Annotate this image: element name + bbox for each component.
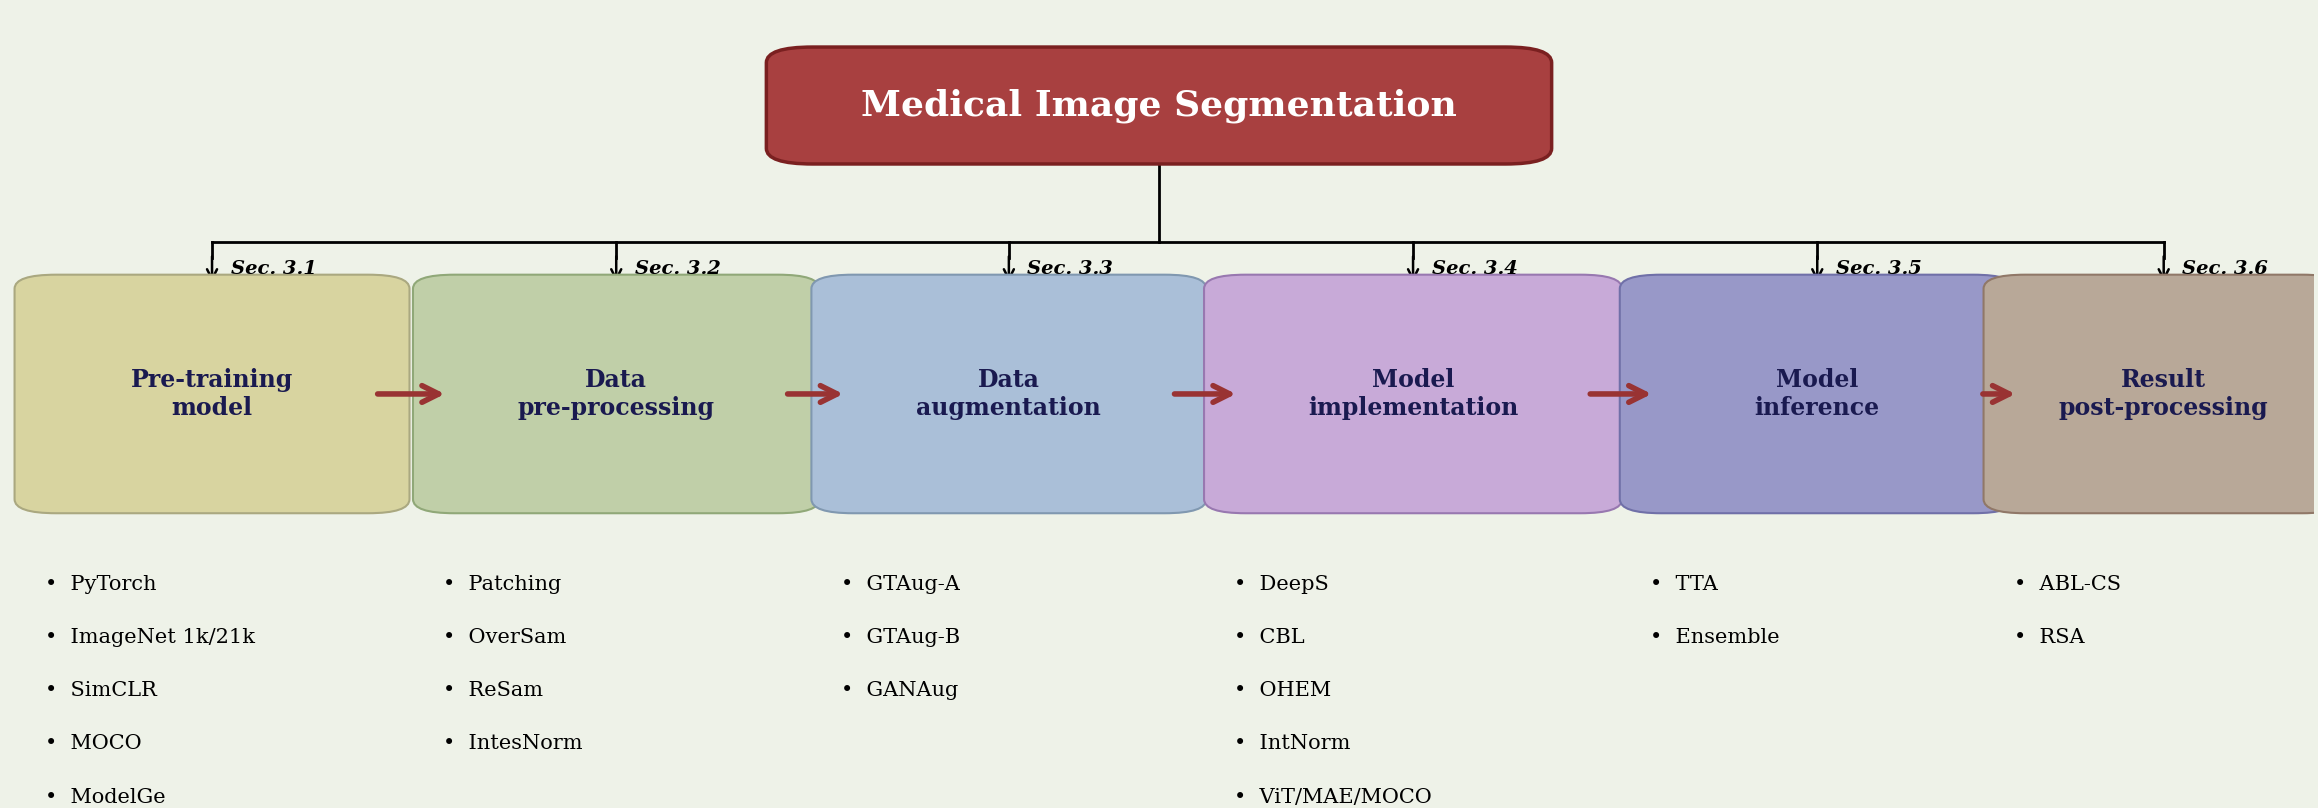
- FancyBboxPatch shape: [1984, 275, 2318, 513]
- Text: •  OHEM: • OHEM: [1233, 681, 1331, 701]
- Text: Pre-training
model: Pre-training model: [130, 368, 292, 420]
- FancyBboxPatch shape: [767, 47, 1551, 164]
- Text: •  DeepS: • DeepS: [1233, 575, 1328, 595]
- Text: •  ViT/MAE/MOCO: • ViT/MAE/MOCO: [1233, 788, 1433, 806]
- Text: •  GTAug-B: • GTAug-B: [841, 629, 960, 647]
- Text: Model
implementation: Model implementation: [1307, 368, 1518, 420]
- Text: •  SimCLR: • SimCLR: [44, 681, 155, 701]
- Text: •  ABL-CS: • ABL-CS: [2014, 575, 2121, 595]
- Text: •  IntesNorm: • IntesNorm: [443, 734, 582, 754]
- FancyBboxPatch shape: [413, 275, 821, 513]
- Text: •  IntNorm: • IntNorm: [1233, 734, 1351, 754]
- Text: •  TTA: • TTA: [1650, 575, 1718, 595]
- Text: •  Ensemble: • Ensemble: [1650, 629, 1780, 647]
- FancyBboxPatch shape: [1203, 275, 1623, 513]
- FancyBboxPatch shape: [811, 275, 1205, 513]
- Text: Sec. 3.4: Sec. 3.4: [1433, 260, 1518, 278]
- Text: •  ReSam: • ReSam: [443, 681, 542, 701]
- Text: •  OverSam: • OverSam: [443, 629, 566, 647]
- Text: •  CBL: • CBL: [1233, 629, 1305, 647]
- Text: •  MOCO: • MOCO: [44, 734, 141, 754]
- Text: Data
augmentation: Data augmentation: [916, 368, 1101, 420]
- Text: Sec. 3.2: Sec. 3.2: [635, 260, 721, 278]
- Text: Model
inference: Model inference: [1755, 368, 1880, 420]
- Text: Data
pre-processing: Data pre-processing: [517, 368, 714, 420]
- Text: •  GTAug-A: • GTAug-A: [841, 575, 960, 595]
- Text: •  RSA: • RSA: [2014, 629, 2084, 647]
- Text: Sec. 3.6: Sec. 3.6: [2181, 260, 2267, 278]
- Text: Result
post-processing: Result post-processing: [2058, 368, 2269, 420]
- Text: •  PyTorch: • PyTorch: [44, 575, 155, 595]
- Text: •  ImageNet 1k/21k: • ImageNet 1k/21k: [44, 629, 255, 647]
- Text: Sec. 3.5: Sec. 3.5: [1836, 260, 1922, 278]
- Text: •  GANAug: • GANAug: [841, 681, 960, 701]
- FancyBboxPatch shape: [14, 275, 410, 513]
- Text: •  Patching: • Patching: [443, 575, 561, 595]
- Text: Sec. 3.3: Sec. 3.3: [1027, 260, 1113, 278]
- FancyBboxPatch shape: [1620, 275, 2014, 513]
- Text: Sec. 3.1: Sec. 3.1: [229, 260, 315, 278]
- Text: •  ModelGe: • ModelGe: [44, 788, 165, 806]
- Text: Medical Image Segmentation: Medical Image Segmentation: [860, 88, 1458, 123]
